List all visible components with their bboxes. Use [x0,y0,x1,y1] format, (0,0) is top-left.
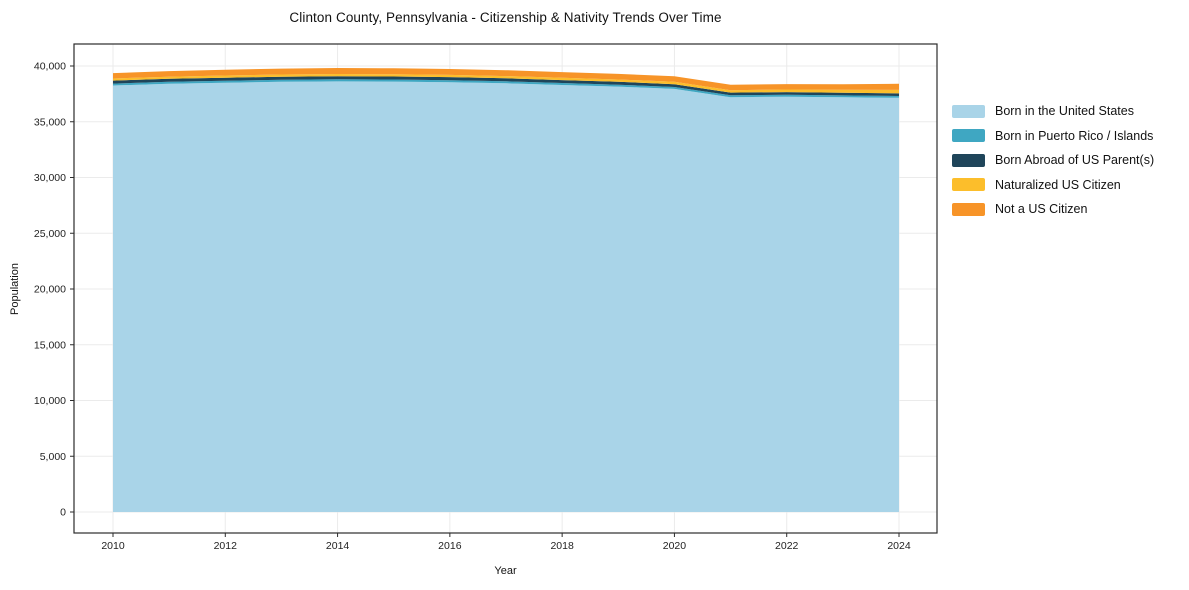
y-tick-label: 15,000 [34,339,66,351]
legend-swatch-born-in-puerto-rico-islands [952,129,985,143]
y-tick-label: 25,000 [34,228,66,240]
x-tick-label: 2018 [550,540,574,552]
area-born-in-puerto-rico-islands [113,79,899,98]
legend-swatch-born-in-the-united-states [952,104,985,118]
y-tick-label: 40,000 [34,61,66,73]
legend-item-born-in-puerto-rico-islands: Born in Puerto Rico / Islands [952,124,1154,149]
x-tick-label: 2024 [887,540,911,552]
legend-item-naturalized-us-citizen: Naturalized US Citizen [952,173,1154,198]
legend-item-born-in-the-united-states: Born in the United States [952,99,1154,124]
chart-title: Clinton County, Pennsylvania - Citizensh… [289,10,722,25]
area-born-in-the-united-states [113,81,899,513]
area-not-a-us-citizen [113,68,899,91]
legend: Born in the United States Born in Puerto … [952,99,1154,222]
y-tick-label: 5,000 [40,451,66,463]
area-naturalized-us-citizen [113,74,899,94]
y-tick-label: 30,000 [34,172,66,184]
legend-label: Born in Puerto Rico / Islands [995,128,1154,143]
y-tick-label: 10,000 [34,395,66,407]
x-tick-label: 2022 [775,540,799,552]
legend-label: Born in the United States [995,104,1134,119]
y-tick-label: 35,000 [34,116,66,128]
legend-item-born-abroad-of-us-parent-s: Born Abroad of US Parent(s) [952,148,1154,173]
y-tick-label: 20,000 [34,284,66,296]
legend-label: Born Abroad of US Parent(s) [995,153,1155,168]
legend-swatch-naturalized-us-citizen [952,178,985,192]
area-born-abroad-of-us-parent-s [113,76,899,96]
y-tick-label: 0 [60,507,66,519]
x-tick-label: 2020 [663,540,687,552]
x-axis-label: Year [494,565,517,577]
legend-label: Not a US Citizen [995,202,1088,217]
x-tick-label: 2014 [326,540,350,552]
x-tick-label: 2016 [438,540,462,552]
legend-swatch-born-abroad-of-us-parent-s [952,153,985,167]
legend-swatch-not-a-us-citizen [952,202,985,216]
x-tick-label: 2010 [101,540,125,552]
legend-item-not-a-us-citizen: Not a US Citizen [952,197,1154,222]
x-tick-label: 2012 [214,540,238,552]
legend-label: Naturalized US Citizen [995,177,1121,192]
